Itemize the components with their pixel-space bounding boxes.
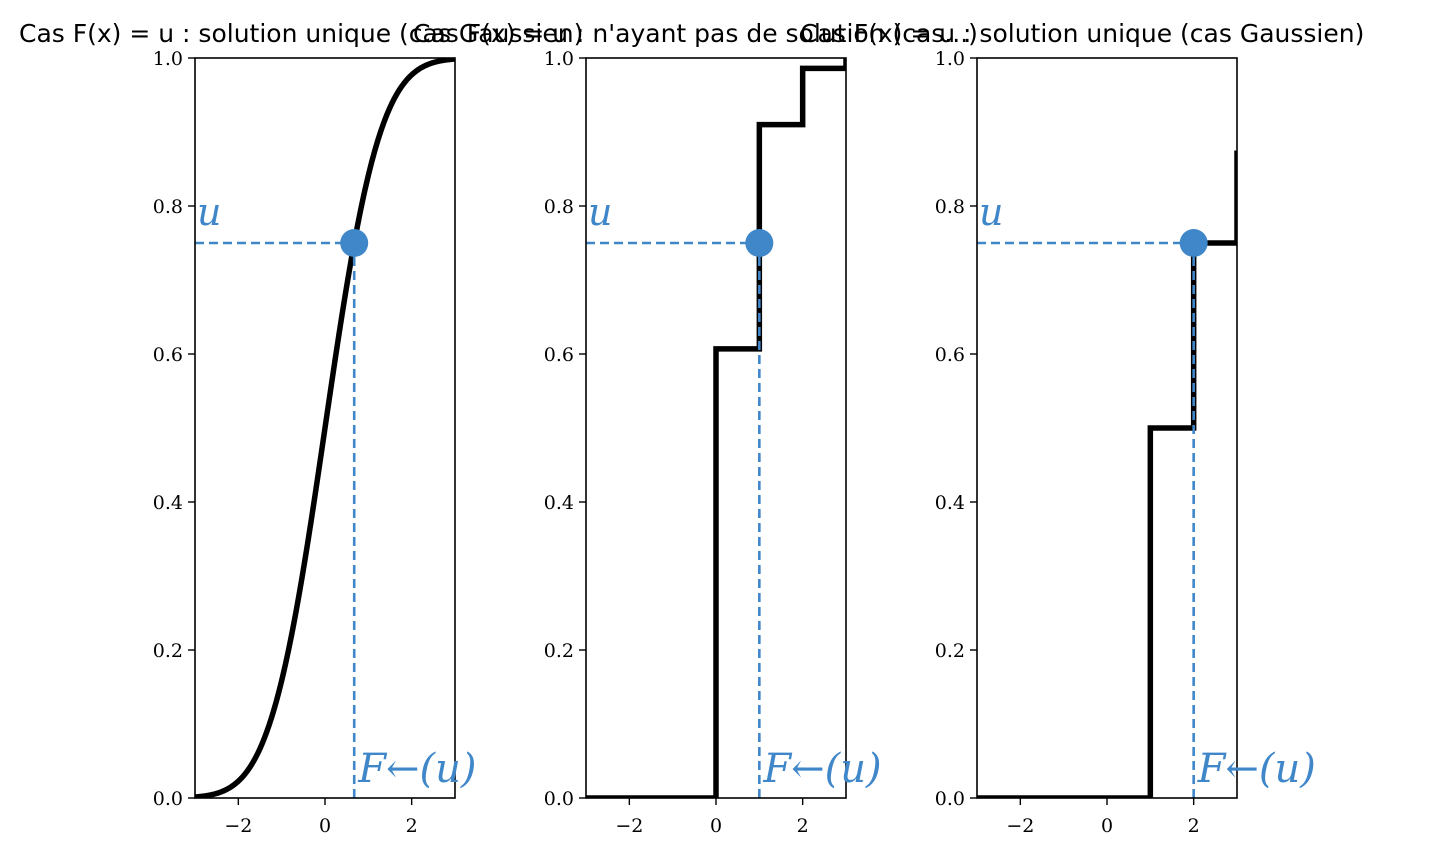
x-tick-label: −2 bbox=[224, 815, 252, 837]
y-tick-label: 0.8 bbox=[544, 196, 574, 218]
solution-point bbox=[1179, 229, 1208, 257]
y-tick-label: 0.6 bbox=[153, 344, 183, 366]
inverse-annotation: F←(u) bbox=[1197, 746, 1316, 792]
subplot-2: Cas F(x) = u : n'ayant pas de solution (… bbox=[413, 19, 978, 837]
subplot-title: Cas F(x) = u : n'ayant pas de solution (… bbox=[413, 19, 978, 48]
subplot-3: Cas F(x) = u : solution unique (cas Gaus… bbox=[800, 19, 1364, 837]
u-annotation: u bbox=[979, 190, 1003, 234]
x-tick-label: −2 bbox=[615, 815, 643, 837]
inverse-annotation: F←(u) bbox=[762, 746, 881, 792]
cdf-curve bbox=[195, 58, 455, 798]
subplot-title: Cas F(x) = u : solution unique (cas Gaus… bbox=[800, 19, 1364, 48]
x-tick-label: 0 bbox=[1101, 815, 1113, 837]
x-tick-label: 2 bbox=[1188, 815, 1200, 837]
y-tick-label: 0.6 bbox=[935, 344, 965, 366]
y-tick-label: 0.2 bbox=[935, 640, 965, 662]
axes-frame bbox=[976, 57, 1238, 799]
x-tick-label: 2 bbox=[797, 815, 809, 837]
cdf-curve bbox=[586, 58, 846, 798]
y-tick-label: 1.0 bbox=[153, 48, 183, 70]
solution-point bbox=[745, 229, 774, 257]
y-tick-label: 0.0 bbox=[544, 788, 574, 810]
y-tick-label: 0.4 bbox=[544, 492, 574, 514]
y-tick-label: 0.6 bbox=[544, 344, 574, 366]
y-tick-label: 0.4 bbox=[935, 492, 965, 514]
x-tick-label: 0 bbox=[319, 815, 331, 837]
y-tick-label: 0.0 bbox=[153, 788, 183, 810]
x-tick-label: 0 bbox=[710, 815, 722, 837]
inverse-annotation: F←(u) bbox=[357, 746, 476, 792]
y-tick-label: 0.8 bbox=[153, 196, 183, 218]
y-tick-label: 0.4 bbox=[153, 492, 183, 514]
u-annotation: u bbox=[197, 190, 221, 234]
x-tick-label: 2 bbox=[406, 815, 418, 837]
subplot-title: Cas F(x) = u : solution unique (cas Gaus… bbox=[19, 19, 583, 48]
subplot-1: Cas F(x) = u : solution unique (cas Gaus… bbox=[19, 19, 583, 837]
y-tick-label: 0.2 bbox=[153, 640, 183, 662]
y-tick-label: 1.0 bbox=[935, 48, 965, 70]
y-tick-label: 0.8 bbox=[935, 196, 965, 218]
u-annotation: u bbox=[588, 190, 612, 234]
y-tick-label: 1.0 bbox=[544, 48, 574, 70]
y-tick-label: 0.0 bbox=[935, 788, 965, 810]
y-tick-label: 0.2 bbox=[544, 640, 574, 662]
x-tick-label: −2 bbox=[1006, 815, 1034, 837]
solution-point bbox=[340, 229, 369, 257]
